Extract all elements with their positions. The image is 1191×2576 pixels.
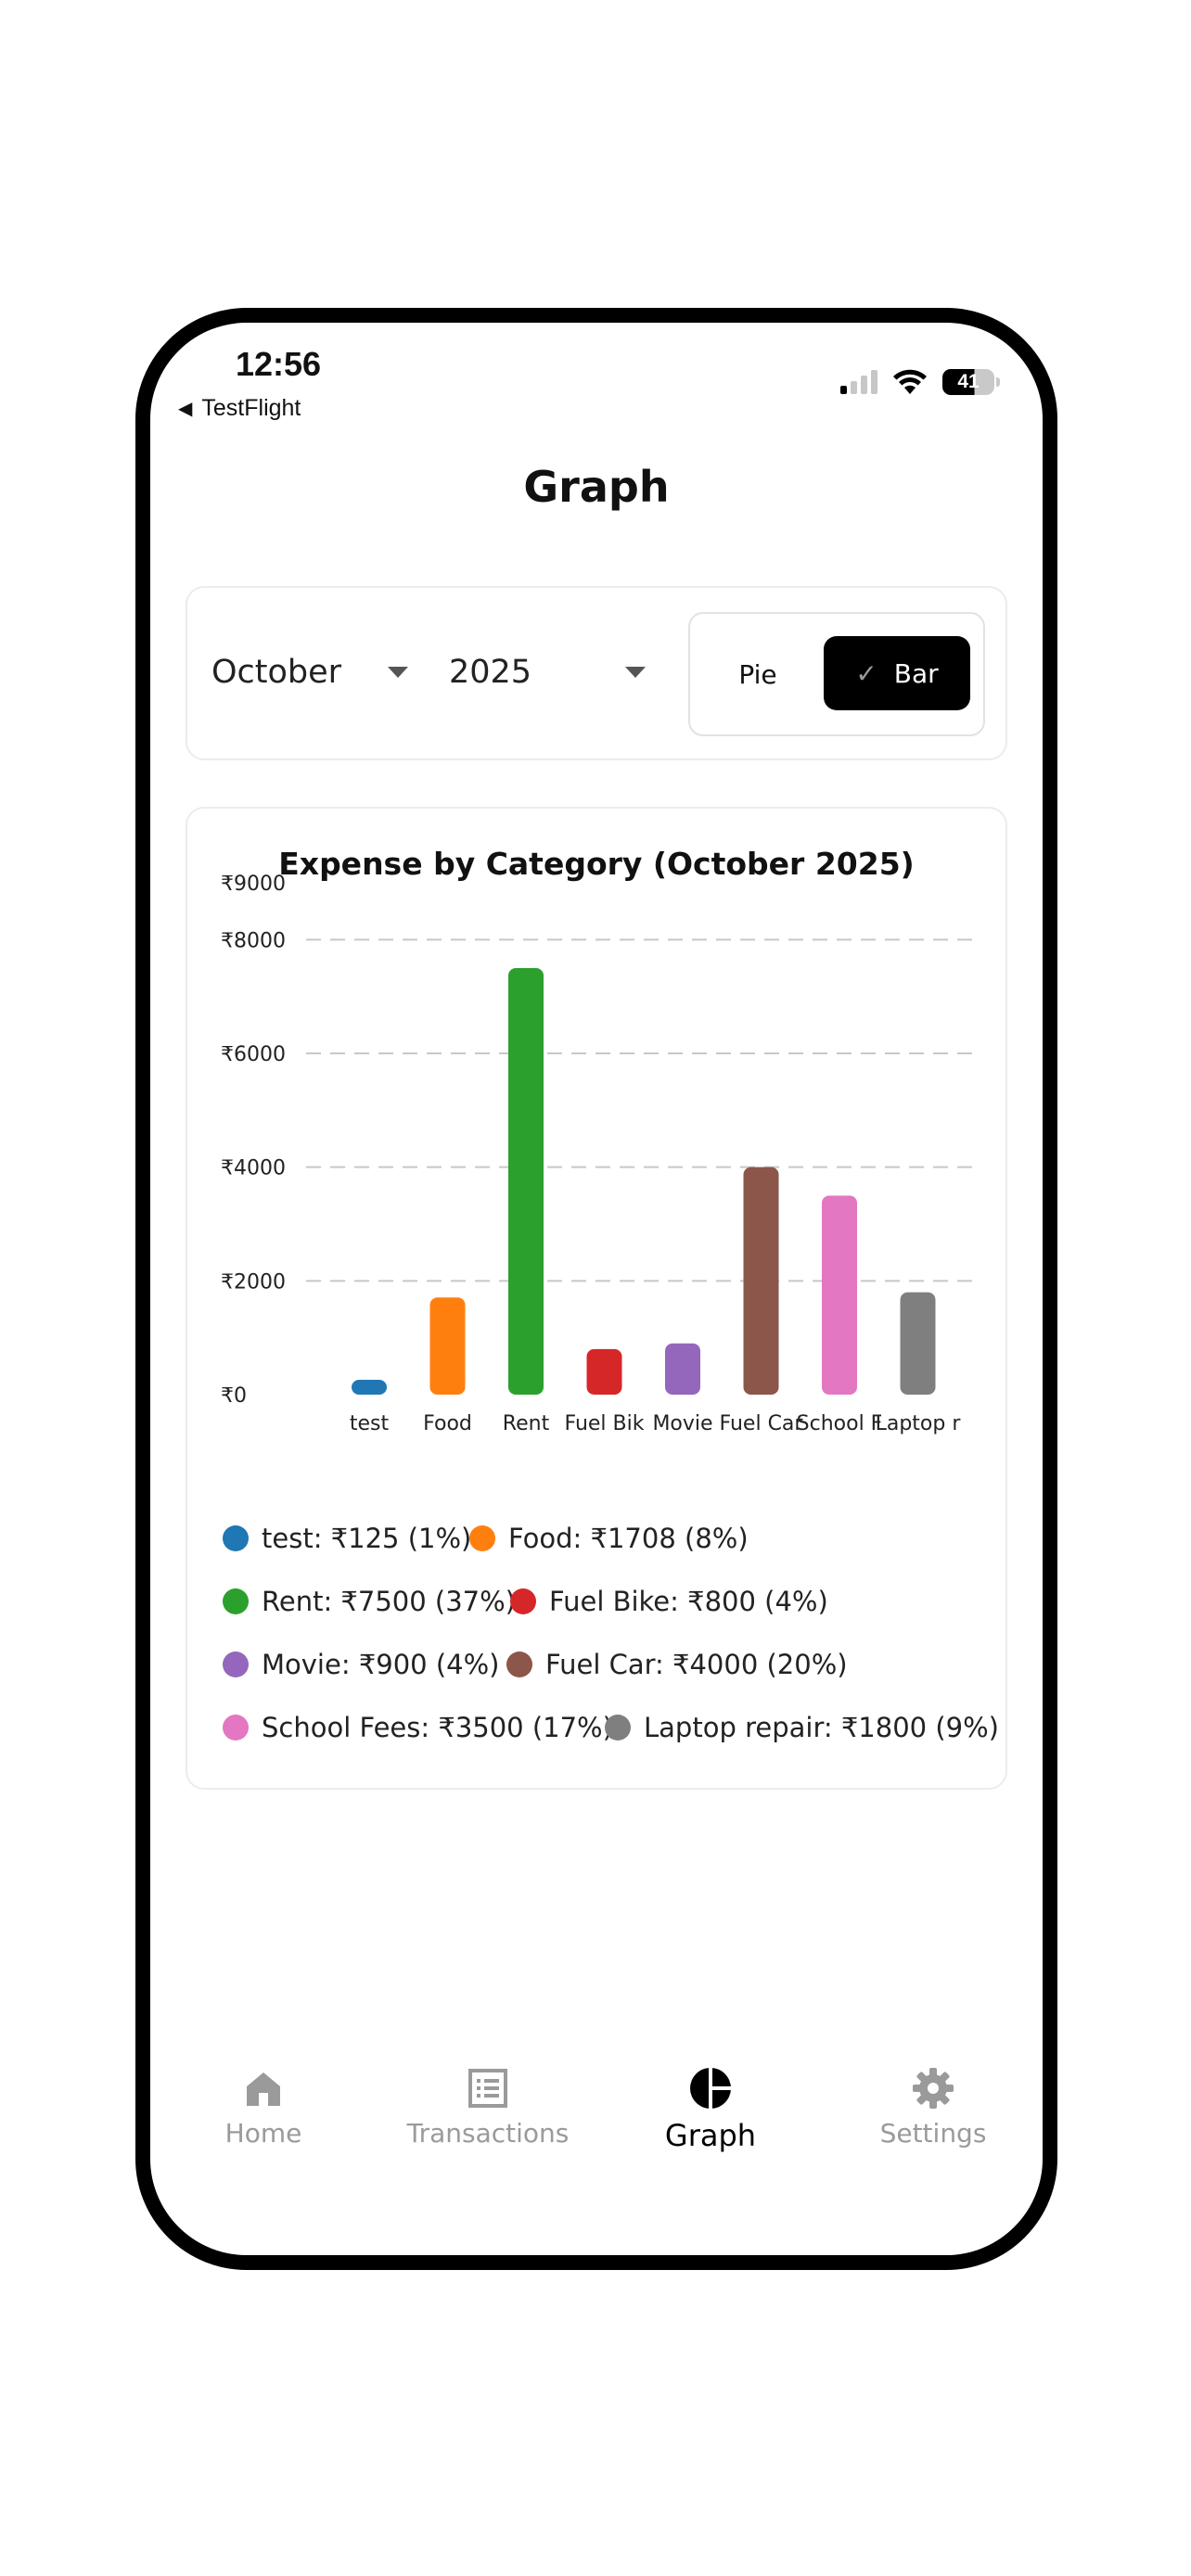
x-tick-label: Movie [652,1412,712,1435]
bottom-tab-bar: Home Transactions Graph [150,2066,1043,2196]
bar-rent[interactable] [508,968,544,1395]
back-to-app-link[interactable]: ◀ TestFlight [178,395,301,422]
tab-settings[interactable]: Settings [831,2066,1035,2149]
x-tick-label: Fuel Bik [565,1412,645,1435]
bar-food[interactable] [429,1297,466,1395]
check-icon: ✓ [855,657,877,689]
legend-label: Fuel Bike: ₹800 (4%) [549,1586,828,1617]
tab-transactions[interactable]: Transactions [386,2066,590,2149]
page-title: Graph [523,462,670,512]
x-tick-label: Fuel Car [720,1412,804,1435]
chart-card: ₹0 ₹2000 ₹4000 ₹6000 ₹8000 ₹9000 test Food Rent F… [186,807,1007,1790]
x-tick-label: Food [423,1412,472,1435]
y-tick-label: ₹0 [221,1384,247,1408]
tab-graph[interactable]: Graph [608,2066,813,2153]
pie-option-label: Pie [738,658,777,690]
legend-item: Rent: ₹7500 (37%) [223,1586,516,1617]
legend-dot-icon [223,1525,249,1551]
month-select[interactable]: October [211,631,425,714]
y-tick-label: ₹2000 [221,1270,286,1294]
bar-option-button[interactable]: ✓ Bar [824,636,970,710]
y-tick-label: ₹6000 [221,1043,286,1066]
legend-label: Movie: ₹900 (4%) [262,1649,500,1680]
gear-icon [913,2068,954,2109]
back-app-label: TestFlight [201,395,301,421]
year-caret-down-icon [625,667,646,678]
x-tick-label: Rent [503,1412,550,1435]
filter-controls-card: October 2025 Pie ✓ Bar [186,586,1007,760]
bar-movie[interactable] [665,1343,700,1395]
phone-frame: 12:56 ◀ TestFlight 41 Graph October 2025… [135,308,1057,2270]
bar-option-label: Bar [893,657,939,689]
status-icons: 41 [840,369,1000,395]
wifi-icon [893,369,927,394]
y-tick-label: ₹4000 [221,1157,286,1180]
home-icon [247,2072,280,2106]
bar-fuel-bik[interactable] [586,1348,622,1395]
month-select-value: October [211,654,342,691]
x-tick-label: test [350,1412,390,1435]
year-select[interactable]: 2025 [449,631,662,714]
tab-home[interactable]: Home [161,2066,365,2149]
cellular-signal-icon [840,370,877,394]
legend-item: Fuel Bike: ₹800 (4%) [510,1586,828,1617]
tab-graph-label: Graph [664,2118,757,2153]
pie-option-button[interactable]: Pie [690,614,826,734]
x-tick-label: Laptop r [876,1412,962,1435]
tab-transactions-label: Transactions [406,2118,570,2149]
legend-label: Fuel Car: ₹4000 (20%) [545,1649,848,1680]
y-tick-label: ₹9000 [221,873,286,896]
bar-test[interactable] [352,1380,387,1395]
back-triangle-icon: ◀ [178,399,193,419]
bar-school-f[interactable] [822,1195,857,1395]
legend-item: School Fees: ₹3500 (17%) [223,1712,613,1743]
battery-icon: 41 [942,369,1000,395]
legend-item: Food: ₹1708 (8%) [469,1523,749,1554]
tab-settings-label: Settings [879,2118,987,2149]
status-time: 12:56 [236,345,322,383]
legend-dot-icon [469,1525,495,1551]
bar-chart: ₹0 ₹2000 ₹4000 ₹6000 ₹8000 ₹9000 test Food Rent F… [221,873,981,1435]
x-tick-label: School F [797,1412,883,1435]
legend-dot-icon [510,1588,536,1614]
chart-title: Expense by Category (October 2025) [278,846,915,882]
bar-laptop-r[interactable] [900,1292,936,1395]
legend-label: Rent: ₹7500 (37%) [262,1586,516,1617]
legend-dot-icon [223,1651,249,1677]
legend-item: test: ₹125 (1%) [223,1523,471,1554]
legend-label: Food: ₹1708 (8%) [508,1523,749,1554]
legend-label: School Fees: ₹3500 (17%) [262,1712,613,1743]
legend-label: test: ₹125 (1%) [262,1523,472,1554]
legend-dot-icon [223,1588,249,1614]
list-icon [468,2069,507,2108]
legend-dot-icon [223,1715,249,1741]
legend-item: Fuel Car: ₹4000 (20%) [506,1649,848,1680]
legend-dot-icon [605,1715,631,1741]
tab-home-label: Home [224,2118,302,2149]
month-caret-down-icon [388,667,408,678]
bar-fuel-car[interactable] [743,1167,779,1395]
chart-type-toggle: Pie ✓ Bar [688,612,985,736]
pie-chart-icon [690,2068,731,2109]
legend-dot-icon [506,1651,532,1677]
legend-label: Laptop repair: ₹1800 (9%) [644,1712,999,1743]
year-select-value: 2025 [449,654,532,691]
y-tick-label: ₹8000 [221,929,286,952]
legend-item: Movie: ₹900 (4%) [223,1649,499,1680]
legend-item: Laptop repair: ₹1800 (9%) [605,1712,999,1743]
